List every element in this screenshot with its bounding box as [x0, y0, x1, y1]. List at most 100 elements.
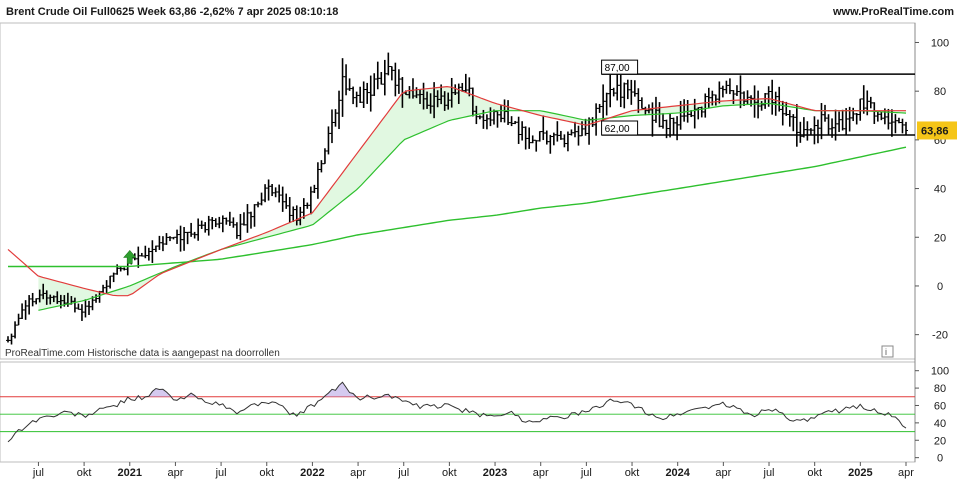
price-bar — [668, 113, 673, 138]
price-bar — [541, 115, 546, 141]
price-bar — [365, 82, 370, 104]
rsi-axis: 100 80 60 40 20 0 — [915, 366, 949, 465]
price-bar — [632, 80, 637, 97]
price-bar — [199, 220, 204, 229]
footnote: ProRealTime.com Historische data is aang… — [5, 348, 280, 359]
price-bar — [192, 231, 197, 239]
price-bar — [308, 186, 313, 215]
rsi-tick-label: 100 — [931, 366, 949, 378]
price-bar — [893, 114, 898, 134]
price-bar — [182, 227, 187, 251]
price-bar — [611, 87, 616, 97]
price-bar — [386, 52, 391, 76]
info-icon-glyph: i — [885, 347, 887, 357]
price-bar — [569, 129, 574, 136]
price-bar — [76, 303, 81, 310]
time-tick-label: apr — [533, 467, 549, 479]
time-tick-label: jul — [763, 467, 775, 479]
last-price-badge: 63,86 — [917, 121, 957, 140]
price-bar — [231, 217, 236, 228]
price-bar — [322, 148, 327, 165]
price-bar — [604, 92, 609, 116]
price-bar — [150, 240, 155, 263]
price-bar — [636, 88, 641, 113]
price-bar — [347, 78, 352, 91]
price-bar — [671, 117, 676, 135]
price-bar — [851, 107, 856, 122]
price-bar — [787, 110, 792, 127]
time-tick-label: jul — [215, 467, 227, 479]
price-badge-bg — [917, 121, 957, 140]
price-bar — [175, 229, 180, 244]
price-bar — [259, 192, 264, 206]
price-bar — [83, 299, 88, 318]
price-bar — [319, 160, 324, 173]
price-bar — [241, 212, 246, 226]
info-icon[interactable]: i — [881, 345, 894, 358]
price-bar — [203, 222, 208, 233]
price-bar — [808, 128, 813, 135]
price-tick-label: -20 — [932, 330, 948, 342]
price-bar — [861, 85, 866, 114]
price-bar — [178, 225, 183, 252]
level-62-label: 62,00 — [601, 120, 639, 136]
price-bar — [826, 114, 831, 135]
price-bar — [248, 211, 253, 229]
level-lines — [601, 73, 915, 136]
price-bar — [868, 96, 873, 109]
price-bar — [562, 134, 567, 148]
price-bar — [565, 131, 570, 152]
time-tick-label: okt — [625, 467, 640, 479]
price-bar — [252, 204, 257, 227]
price-bar — [537, 131, 542, 142]
price-bar — [840, 109, 845, 131]
time-tick-label: jul — [580, 467, 592, 479]
time-tick-label: okt — [442, 467, 457, 479]
price-bar — [523, 126, 528, 150]
price-tick-label: 20 — [934, 232, 946, 244]
price-bar — [143, 245, 148, 259]
ma-long-line — [8, 146, 907, 268]
price-bar — [305, 202, 310, 209]
price-bar — [622, 82, 627, 109]
price-bar — [291, 206, 296, 222]
rsi-tick-label: 40 — [934, 418, 946, 430]
price-bar — [333, 109, 338, 127]
time-tick-label: apr — [715, 467, 731, 479]
ma-fill-area — [38, 86, 906, 311]
price-bar — [896, 117, 901, 124]
price-bar — [273, 187, 278, 198]
price-bar — [227, 211, 232, 226]
price-bar — [136, 246, 141, 268]
level-87-label: 87,00 — [601, 59, 639, 75]
price-bar — [720, 85, 725, 98]
price-bar — [284, 193, 289, 209]
price-bar — [675, 116, 680, 141]
source-link[interactable]: www.ProRealTime.com — [832, 6, 954, 18]
rsi-tick-label: 0 — [937, 453, 943, 465]
rsi-series — [0, 381, 915, 443]
price-bar — [379, 72, 384, 85]
price-bar — [794, 104, 799, 147]
price-bar — [389, 66, 394, 81]
price-bar — [854, 113, 859, 125]
price-bar — [210, 217, 215, 230]
price-bar — [13, 321, 18, 339]
price-tick-label: 100 — [931, 37, 949, 49]
price-bar — [146, 247, 151, 261]
price-bar — [629, 79, 634, 105]
time-tick-label: 2022 — [300, 467, 324, 479]
price-bar — [717, 81, 722, 104]
rsi-tick-label: 60 — [934, 400, 946, 412]
price-bar — [220, 215, 225, 233]
price-bar — [160, 236, 165, 252]
ma-fill-areas — [38, 86, 906, 311]
level-62-text: 62,00 — [605, 124, 630, 135]
price-bar — [164, 233, 169, 245]
price-bar — [770, 79, 775, 115]
chart-title: Brent Crude Oil Full0625 Week 63,86 -2,6… — [6, 6, 338, 18]
price-bar — [266, 179, 271, 201]
price-bar — [326, 126, 331, 155]
price-bar — [111, 272, 116, 283]
